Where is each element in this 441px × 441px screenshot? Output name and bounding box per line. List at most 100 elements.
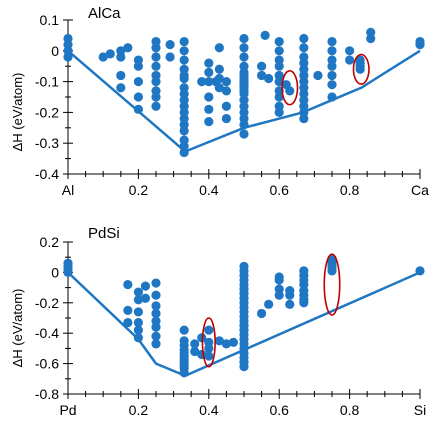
data-point [179,70,189,81]
x-tick-label: Pd [59,402,76,418]
data-point [151,61,161,71]
y-tick-label: -0.8 [35,386,59,402]
data-point [345,55,355,65]
y-tick-label: -0.6 [35,356,59,372]
x-tick-label: 0.8 [340,402,360,418]
data-point [204,92,214,102]
x-tick-label: 0.6 [269,182,289,198]
data-point [313,70,323,81]
data-point [366,33,376,44]
x-tick-label: Al [62,182,74,198]
data-point [204,104,214,114]
data-point [165,40,175,50]
data-point [179,36,189,47]
data-point [239,129,249,139]
data-point [133,295,143,305]
data-point [274,107,284,117]
y-tick-label: -0.2 [35,295,59,311]
data-point [123,43,133,53]
data-point [105,49,115,59]
data-point [264,73,274,84]
y-tick-label: -0.1 [35,74,59,90]
data-point [63,267,73,277]
data-point [285,86,295,96]
data-point [151,52,161,62]
pdsi-panel: PdSi ΔH (eV/atom) -0.8-0.6-0.4-0.200.2Pd… [10,225,426,418]
x-tick-label: 0.8 [340,182,360,198]
y-tick-label: 0.1 [40,12,60,28]
data-point [274,61,284,71]
data-point [133,92,143,102]
data-point [151,92,161,102]
data-point [133,55,143,65]
data-point [204,117,214,127]
data-point [151,322,161,332]
data-point [151,101,161,111]
data-point [151,43,161,53]
x-tick-label: 0.2 [129,182,149,198]
x-tick-label: Ca [411,182,429,198]
data-point [327,70,337,81]
data-point [190,339,200,349]
data-point [204,343,214,353]
y-tick-label: 0 [51,264,59,280]
data-point [299,298,309,308]
data-point [197,77,207,87]
data-point [179,147,189,158]
data-point [179,368,189,378]
data-point [260,30,270,40]
data-point [299,113,309,124]
data-point [151,77,161,87]
x-tick-label: 0.2 [129,402,149,418]
data-point [285,290,295,300]
data-point [214,83,224,93]
data-point [239,33,249,44]
data-point [299,43,309,53]
data-point [165,52,175,62]
data-point [221,339,231,349]
data-point [151,331,161,341]
data-point [151,308,161,319]
y-tick-label: -0.3 [35,135,59,151]
data-point [214,73,224,84]
data-point [274,36,284,47]
data-point [415,266,425,276]
highlight-ellipse [201,317,216,368]
data-point [63,52,73,62]
data-point [274,290,284,300]
highlight-ellipse [352,53,370,85]
y-tick-label: -0.4 [35,166,59,182]
highlight-ellipse [323,253,341,316]
highlight-ellipse [281,70,299,106]
y-axis-label: ΔH (eV/atom) [10,289,25,368]
data-point [257,308,267,319]
data-point [239,52,249,62]
data-point [151,301,161,311]
data-point [221,101,231,111]
data-point [239,362,249,372]
data-point [151,278,161,288]
data-point [327,80,337,90]
data-point [355,55,365,65]
data-point [133,307,143,317]
data-point [285,299,295,309]
data-point [415,40,425,50]
data-point [214,64,224,74]
data-point [228,337,239,347]
data-point [98,52,108,62]
convex-hull-line [67,271,421,378]
data-point [327,61,337,71]
data-point [327,36,337,47]
y-tick-label: 0.2 [40,234,60,250]
data-point [140,281,151,291]
x-tick-label: 0.4 [199,402,219,418]
data-point [133,77,143,87]
data-point [274,275,284,285]
data-point [123,317,133,328]
data-point [197,333,207,343]
x-tick-label: 0.6 [269,402,289,418]
alca-panel: AlCa ΔH (eV/atom) -0.4-0.3-0.2-0.100.1Al… [10,5,429,198]
data-point [133,333,143,343]
data-point [179,325,189,335]
